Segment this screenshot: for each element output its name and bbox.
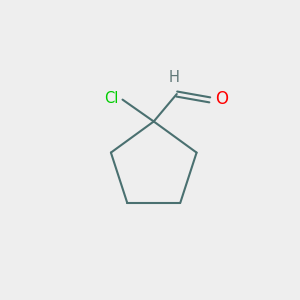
Text: Cl: Cl [104, 92, 118, 106]
Text: H: H [169, 70, 180, 86]
Text: O: O [215, 90, 228, 108]
